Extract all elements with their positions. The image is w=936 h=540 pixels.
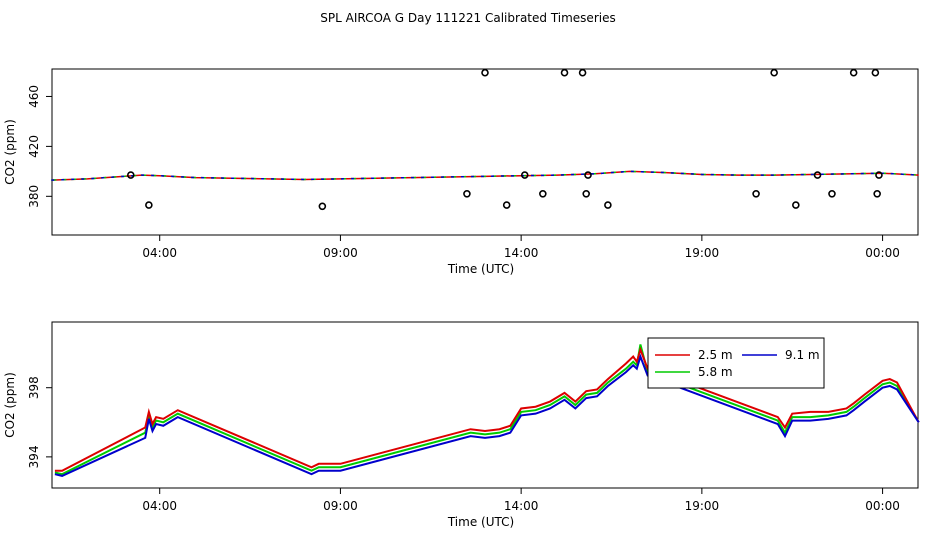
x-axis-label: Time (UTC) xyxy=(447,515,514,529)
data-point xyxy=(752,190,760,198)
y-tick-label: 380 xyxy=(27,185,41,208)
legend-label: 9.1 m xyxy=(785,348,820,362)
x-tick-label: 19:00 xyxy=(685,246,720,260)
x-tick-label: 14:00 xyxy=(504,246,539,260)
x-tick-label: 00:00 xyxy=(865,246,900,260)
data-point xyxy=(770,68,778,77)
y-tick-label: 420 xyxy=(27,135,41,158)
series-line-5-8m xyxy=(51,170,919,181)
x-tick-label: 19:00 xyxy=(685,499,720,513)
plot-frame xyxy=(51,321,919,489)
data-point xyxy=(520,171,529,179)
y-tick-label: 394 xyxy=(27,445,41,468)
data-point xyxy=(875,171,883,179)
data-point xyxy=(560,68,569,77)
data-point xyxy=(502,201,511,209)
x-tick-label: 00:00 xyxy=(865,499,900,513)
x-tick-label: 14:00 xyxy=(504,499,539,513)
data-point xyxy=(582,190,591,198)
data-point xyxy=(849,68,858,77)
data-point xyxy=(828,190,836,198)
y-tick-label: 398 xyxy=(27,376,41,399)
data-point xyxy=(873,190,881,198)
data-point xyxy=(318,202,327,211)
legend: 2.5 m 9.1 m 5.8 m xyxy=(647,337,825,389)
y-axis-label: CO2 (ppm) xyxy=(3,119,17,185)
series-line-2-5-m xyxy=(54,346,920,472)
data-point xyxy=(539,190,547,198)
data-point xyxy=(463,190,471,198)
data-point xyxy=(126,171,135,179)
legend-label: 2.5 m xyxy=(698,348,733,362)
y-axis-label: CO2 (ppm) xyxy=(3,372,17,438)
x-tick-label: 09:00 xyxy=(323,499,358,513)
data-point xyxy=(578,68,587,77)
lower-panel-three-heights: 04:00 09:00 14:00 19:00 00:00 394 398 Time (UTC… xyxy=(3,321,920,529)
legend-label: 5.8 m xyxy=(698,365,733,379)
plot-frame xyxy=(51,68,919,236)
x-tick-label: 09:00 xyxy=(323,246,358,260)
y-tick-label: 460 xyxy=(27,85,41,108)
legend-box xyxy=(647,337,825,389)
series-line-5-8-m xyxy=(54,344,920,476)
data-point xyxy=(145,201,153,209)
x-tick-label: 04:00 xyxy=(142,246,177,260)
upper-panel-all-points: 04:00 09:00 14:00 19:00 00:00 380 420 460 Time (… xyxy=(3,68,919,276)
data-point xyxy=(604,201,612,209)
x-axis-label: Time (UTC) xyxy=(447,262,514,276)
figure-title: SPL AIRCOA G Day 111221 Calibrated Times… xyxy=(320,11,615,25)
series-line-9-1-m xyxy=(54,353,920,477)
data-point xyxy=(871,68,880,77)
data-point xyxy=(813,171,822,179)
data-point xyxy=(481,68,489,77)
data-point xyxy=(584,171,592,179)
data-point xyxy=(792,201,800,209)
x-tick-label: 04:00 xyxy=(142,499,177,513)
